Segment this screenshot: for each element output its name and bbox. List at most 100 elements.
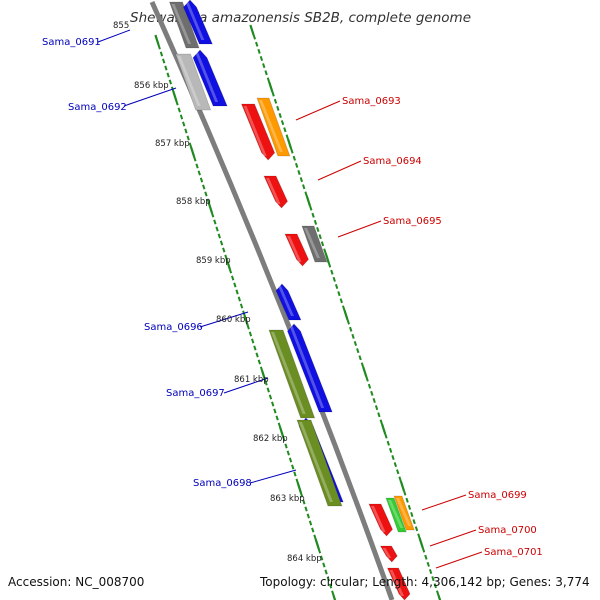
scale-tick (349, 326, 353, 332)
gene-block-sama-0699 (368, 503, 393, 537)
scale-tick (324, 569, 328, 575)
scale-tick (206, 198, 210, 204)
scale-tick (285, 134, 289, 140)
leader-sama-0693 (295, 100, 341, 121)
scale-tick (320, 241, 325, 247)
scale-tick (317, 548, 322, 554)
gene-label-sama-0693[interactable]: Sama_0693 (342, 96, 401, 107)
scale-tick (202, 184, 206, 190)
scale-tick (228, 268, 233, 274)
gene-block-sama-0693 (240, 103, 276, 161)
scale-tick (239, 303, 244, 309)
gene-block-sama-0691-highlight (185, 2, 205, 40)
scale-tick (304, 191, 308, 197)
scale-tick (316, 226, 320, 233)
gene-label-sama-0698[interactable]: Sama_0698 (193, 478, 252, 489)
leader-sama-0692 (123, 87, 177, 107)
scale-tick (384, 433, 388, 439)
scale-tick (243, 314, 249, 326)
gene-block-sama-0696 (275, 283, 302, 321)
scale-tick (246, 324, 250, 330)
gene-label-sama-0695[interactable]: Sama_0695 (383, 216, 442, 227)
gene-block-sama-0695-gray (301, 225, 328, 263)
gene-block-sama-0697-highlight (289, 326, 325, 408)
scale-tick (319, 555, 324, 561)
scale-tick (259, 366, 264, 372)
leader-sama-0698 (249, 469, 297, 484)
leader-sama-0694 (317, 160, 362, 181)
gene-label-sama-0696[interactable]: Sama_0696 (144, 322, 203, 333)
scale-tick (292, 155, 296, 161)
scale-tick (433, 583, 437, 589)
scale-tick (164, 65, 168, 71)
gene-block-sama-0692-gray-highlight (177, 56, 201, 106)
scale-tick (386, 440, 390, 446)
scale-tick (304, 506, 308, 512)
gene-label-sama-0699[interactable]: Sama_0699 (468, 490, 527, 501)
gene-label-sama-0694[interactable]: Sama_0694 (363, 156, 422, 167)
leader-sama-0695 (337, 220, 382, 238)
scale-tick (293, 471, 297, 477)
gene-block-sama-0699-orange-highlight (396, 498, 412, 526)
leader-sama-0691 (97, 29, 131, 43)
scale-tick (326, 576, 330, 582)
scale-tick (412, 519, 416, 525)
scale-labels: 855 856 kbp 857 kbp 858 kbp 859 kbp 860 … (113, 21, 322, 564)
scale-tick (271, 401, 275, 407)
scale-tick (330, 269, 334, 275)
scale-label: 864 kbp (287, 554, 322, 564)
scale-tick (418, 537, 424, 549)
scale-tick (426, 561, 430, 567)
scale-tick (252, 34, 257, 40)
scale-tick (157, 44, 161, 50)
scale-tick (217, 233, 221, 239)
label-leaders (97, 29, 483, 569)
scale-tick (266, 77, 271, 83)
gene-block-sama-0695-highlight (287, 236, 302, 262)
scale-tick (179, 114, 184, 120)
scale-tick (184, 128, 188, 134)
scale-tick (280, 120, 285, 126)
gene-block-sama-0691-gray-highlight (171, 4, 192, 44)
scale-tick (283, 127, 287, 133)
scale-tick (341, 305, 346, 311)
scale-tick (351, 333, 355, 339)
scale-tick (237, 296, 241, 302)
scale-tick (398, 476, 402, 482)
scale-tick (251, 338, 255, 344)
gene-label-sama-0700[interactable]: Sama_0700 (478, 525, 537, 536)
scale-tick (407, 504, 412, 510)
scale-tick (356, 348, 360, 354)
scale-tick (302, 184, 306, 190)
scale-tick (276, 105, 280, 111)
gene-label-sama-0697[interactable]: Sama_0697 (166, 388, 225, 399)
leader-sama-0696 (199, 311, 249, 328)
scale-tick (271, 91, 275, 97)
gene-label-sama-0692[interactable]: Sama_0692 (68, 102, 127, 113)
scale-tick (162, 58, 166, 64)
scale-tick (314, 538, 320, 550)
scale-tick (195, 163, 199, 169)
gene-labels: Sama_0691 Sama_0692 Sama_0693 Sama_0694 … (42, 37, 543, 558)
gene-block-sama-0697-green (268, 329, 316, 419)
scale-tick (235, 289, 239, 295)
scale-label: 860 kbp (216, 315, 251, 325)
scale-tick (204, 191, 208, 197)
scale-tick (410, 511, 414, 518)
scale-tick (193, 156, 197, 162)
scale-tick (186, 135, 190, 141)
gene-label-sama-0701[interactable]: Sama_0701 (484, 547, 543, 558)
scale-tick (286, 450, 290, 456)
scale-tick (294, 162, 299, 168)
leader-sama-0700 (429, 529, 477, 547)
scale-tick (253, 345, 257, 351)
scale-tick (255, 352, 259, 358)
scale-tick (424, 554, 428, 560)
scale-tick (224, 254, 228, 260)
scale-tick (308, 520, 313, 526)
gene-block-sama-0691 (183, 0, 213, 45)
gene-features (168, 0, 415, 600)
scale-tick (268, 81, 274, 93)
gene-label-sama-0691[interactable]: Sama_0691 (42, 37, 101, 48)
scale-tick (334, 283, 339, 290)
